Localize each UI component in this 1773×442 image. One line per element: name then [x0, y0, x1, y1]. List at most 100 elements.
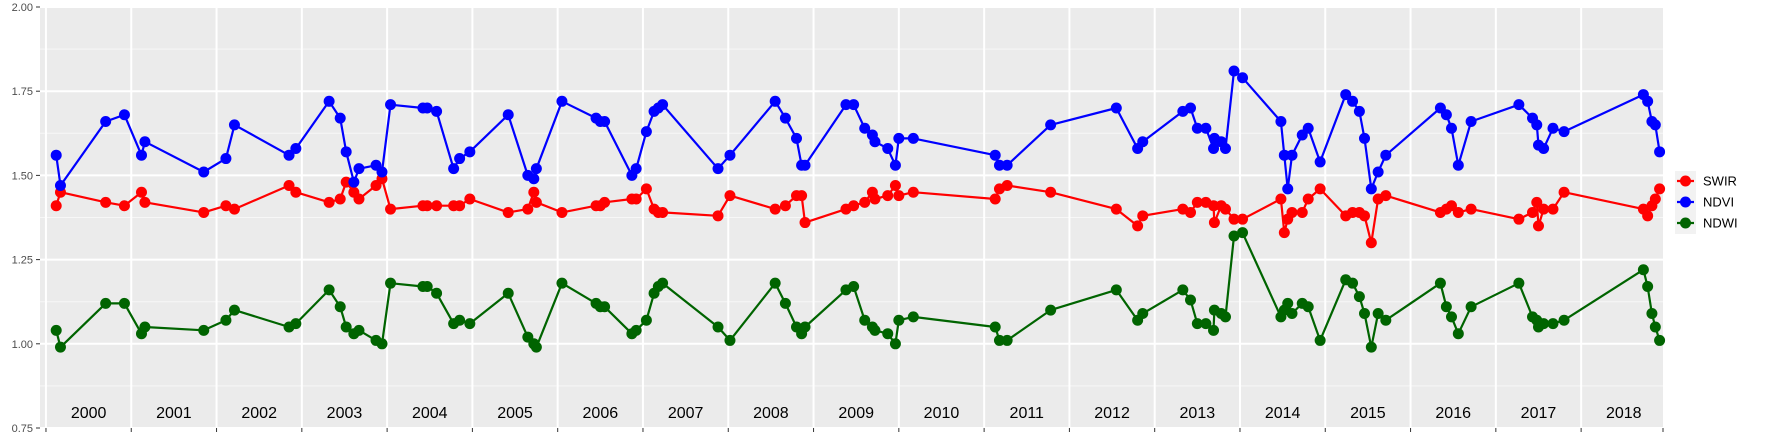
data-point-ndvi [1440, 109, 1452, 121]
data-point-ndwi [50, 324, 62, 336]
data-point-ndvi [464, 146, 476, 158]
data-point-ndvi [448, 163, 460, 175]
data-point-swir [1465, 203, 1477, 215]
data-point-ndwi [1286, 307, 1298, 319]
data-point-swir [334, 193, 346, 205]
data-point-swir [1219, 203, 1231, 215]
data-point-ndwi [599, 301, 611, 313]
data-point-ndwi [724, 334, 736, 346]
data-point-ndvi [376, 166, 388, 178]
legend-label-ndvi: NDVI [1703, 195, 1734, 210]
data-point-ndvi [348, 176, 360, 188]
data-point-ndwi [1513, 277, 1525, 289]
data-point-ndvi [769, 95, 781, 107]
data-point-swir [353, 193, 365, 205]
data-point-ndvi [1001, 159, 1013, 171]
data-point-ndvi [779, 112, 791, 124]
data-point-swir [1278, 227, 1290, 239]
data-point-ndwi [1185, 294, 1197, 306]
data-point-ndvi [340, 146, 352, 158]
data-point-swir [1208, 200, 1220, 212]
data-point-swir [1001, 180, 1013, 192]
data-point-ndwi [100, 297, 112, 309]
data-point-swir [340, 176, 352, 188]
data-point-swir [228, 203, 240, 215]
data-point-swir [139, 196, 151, 208]
data-point-ndwi [376, 338, 388, 350]
data-point-ndvi [1445, 122, 1457, 134]
data-point-ndvi [1452, 159, 1464, 171]
data-point-swir [1538, 203, 1550, 215]
data-point-swir [859, 196, 871, 208]
data-point-ndwi [228, 304, 240, 316]
data-point-ndvi [840, 99, 852, 111]
data-point-ndvi [118, 109, 130, 121]
data-point-ndwi [848, 281, 860, 293]
data-point-swir [1558, 186, 1570, 198]
year-label: 2009 [838, 405, 874, 422]
data-point-swir [1358, 210, 1370, 222]
data-point-swir [599, 196, 611, 208]
data-point-ndvi [54, 180, 66, 192]
data-point-ndwi [1380, 314, 1392, 326]
data-point-ndwi [630, 324, 642, 336]
y-tick-label: 1.50 [12, 170, 33, 182]
data-point-swir [724, 190, 736, 202]
data-point-ndwi [353, 324, 365, 336]
data-point-ndvi [556, 95, 568, 107]
data-point-ndwi [1045, 304, 1057, 316]
data-point-ndvi [530, 163, 542, 175]
data-point-ndvi [1365, 183, 1377, 195]
year-label: 2016 [1435, 405, 1471, 422]
data-point-swir [1110, 203, 1122, 215]
data-point-swir [530, 196, 542, 208]
data-point-swir [385, 203, 397, 215]
data-point-swir [1191, 196, 1203, 208]
year-separators [44, 7, 1583, 428]
data-point-ndwi [1177, 284, 1189, 296]
data-point-swir [502, 206, 514, 218]
data-point-ndwi [799, 321, 811, 333]
year-label: 2003 [327, 405, 363, 422]
data-point-swir [118, 200, 130, 212]
data-point-ndwi [1137, 307, 1149, 319]
data-point-ndwi [530, 341, 542, 353]
data-point-swir [989, 193, 1001, 205]
data-point-ndvi [1228, 65, 1240, 77]
data-point-ndwi [1200, 318, 1212, 330]
year-label: 2008 [753, 405, 789, 422]
data-point-ndvi [334, 112, 346, 124]
data-point-ndwi [1465, 301, 1477, 313]
data-point-ndwi [1237, 227, 1249, 239]
data-point-ndwi [556, 277, 568, 289]
data-point-swir [522, 203, 534, 215]
data-point-ndvi [421, 102, 433, 114]
data-point-ndwi [889, 338, 901, 350]
data-point-ndvi [198, 166, 210, 178]
year-label: 2010 [924, 405, 960, 422]
y-axis: 0.75 1.00 1.25 1.50 1.75 2.00 [12, 2, 40, 435]
series-ndvi [50, 65, 1666, 195]
data-point-ndvi [869, 136, 881, 148]
data-point-swir [556, 206, 568, 218]
data-point-swir [1296, 206, 1308, 218]
data-point-swir [1547, 203, 1559, 215]
data-point-ndvi [454, 153, 466, 165]
data-point-ndwi [323, 284, 335, 296]
data-point-swir [290, 186, 302, 198]
data-point-ndvi [1137, 136, 1149, 148]
data-point-swir [1654, 183, 1666, 195]
data-point-swir [1513, 213, 1525, 225]
year-label: 2005 [497, 405, 533, 422]
year-label: 2006 [583, 405, 619, 422]
data-point-ndwi [220, 314, 232, 326]
data-point-ndvi [848, 99, 860, 111]
data-point-ndwi [1434, 277, 1446, 289]
year-label: 2015 [1350, 405, 1386, 422]
data-point-ndvi [1353, 105, 1365, 117]
data-point-ndvi [283, 149, 295, 161]
data-point-swir [1527, 206, 1539, 218]
data-point-swir [893, 190, 905, 202]
data-point-ndwi [464, 318, 476, 330]
data-point-ndwi [1001, 334, 1013, 346]
